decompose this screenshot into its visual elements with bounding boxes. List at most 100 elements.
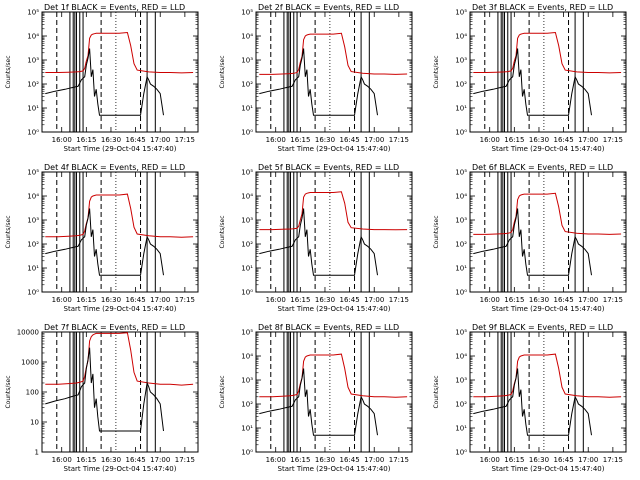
x-axis-label: Start Time (29-Oct-04 15:47:40): [64, 305, 177, 313]
y-tick-label: 100: [26, 389, 39, 397]
x-tick-label: 16:00: [52, 136, 72, 144]
x-tick-label: 17:00: [150, 136, 170, 144]
x-tick-label: 16:00: [480, 296, 500, 304]
y-axis-label: Counts/sec: [5, 55, 12, 88]
plot-marks: [473, 332, 622, 452]
lld-series-line: [45, 193, 194, 238]
y-tick-label: 10³: [455, 377, 467, 385]
x-tick-label: 17:15: [175, 136, 195, 144]
lld-series-line: [259, 353, 408, 398]
chart-panel: Det 8f BLACK = Events, RED = LLD Counts/s…: [219, 323, 413, 473]
y-tick-label: 10²: [27, 241, 39, 249]
y-tick-label: 10³: [27, 57, 39, 65]
y-tick-label: 10⁴: [455, 193, 467, 201]
x-tick-label: 17:00: [578, 296, 598, 304]
x-tick-label: 16:45: [554, 136, 574, 144]
chart-title: Det 5f BLACK = Events, RED = LLD: [258, 163, 399, 172]
events-series-line: [259, 48, 378, 116]
x-tick-label: 16:30: [529, 296, 549, 304]
x-tick-label: 16:15: [290, 296, 310, 304]
x-tick-label: 16:00: [480, 456, 500, 464]
y-tick-label: 10¹: [27, 105, 39, 113]
y-tick-label: 10⁵: [241, 169, 253, 177]
y-tick-label: 10²: [241, 241, 253, 249]
events-series-line: [45, 208, 164, 276]
y-tick-label: 10⁰: [241, 289, 253, 297]
lld-series-line: [259, 32, 408, 75]
events-series-line: [473, 48, 592, 116]
y-tick-label: 10²: [455, 81, 467, 89]
x-tick-label: 17:15: [175, 296, 195, 304]
y-axis-label: Counts/sec: [219, 55, 226, 88]
y-tick-label: 10³: [455, 217, 467, 225]
y-tick-label: 10¹: [241, 265, 253, 273]
chart-title: Det 3f BLACK = Events, RED = LLD: [472, 3, 613, 12]
x-tick-label: 16:45: [340, 456, 360, 464]
lld-series-line: [259, 191, 408, 231]
events-series-line: [45, 347, 164, 432]
y-tick-label: 10³: [455, 57, 467, 65]
y-tick-label: 10¹: [241, 425, 253, 433]
x-tick-label: 17:15: [603, 136, 623, 144]
x-tick-label: 17:15: [389, 136, 409, 144]
events-series-line: [473, 368, 592, 436]
x-tick-label: 17:00: [150, 296, 170, 304]
y-tick-label: 10⁴: [241, 193, 253, 201]
x-axis-label: Start Time (29-Oct-04 15:47:40): [278, 305, 391, 313]
y-tick-label: 10⁵: [27, 169, 39, 177]
x-axis-label: Start Time (29-Oct-04 15:47:40): [492, 145, 605, 153]
y-tick-label: 10¹: [27, 265, 39, 273]
plot-marks: [259, 12, 408, 132]
x-tick-label: 16:15: [504, 456, 524, 464]
x-tick-label: 16:30: [529, 456, 549, 464]
y-tick-label: 10⁰: [241, 449, 253, 457]
x-tick-label: 17:15: [389, 456, 409, 464]
chart-title: Det 6f BLACK = Events, RED = LLD: [472, 163, 613, 172]
lld-series-line: [473, 353, 622, 398]
plot-marks: [45, 12, 194, 132]
y-tick-label: 10⁴: [27, 33, 39, 41]
x-axis-label: Start Time (29-Oct-04 15:47:40): [64, 465, 177, 473]
x-tick-label: 16:15: [290, 456, 310, 464]
x-tick-label: 16:00: [266, 296, 286, 304]
lld-series-line: [45, 332, 194, 386]
chart-panel: Det 6f BLACK = Events, RED = LLD Counts/s…: [433, 163, 627, 313]
x-tick-label: 17:15: [389, 296, 409, 304]
plot-frame: [469, 11, 627, 133]
plot-frame: [41, 331, 199, 453]
y-tick-label: 10⁴: [27, 193, 39, 201]
x-tick-label: 16:45: [340, 296, 360, 304]
plot-marks: [473, 172, 622, 292]
y-tick-label: 10²: [27, 81, 39, 89]
plot-frame: [41, 171, 199, 293]
x-tick-label: 16:00: [266, 456, 286, 464]
y-tick-label: 10⁰: [455, 129, 467, 137]
y-tick-label: 10⁵: [241, 329, 253, 337]
x-tick-label: 16:00: [480, 136, 500, 144]
x-tick-label: 16:30: [315, 296, 335, 304]
chart-title: Det 8f BLACK = Events, RED = LLD: [258, 323, 399, 332]
x-axis-label: Start Time (29-Oct-04 15:47:40): [64, 145, 177, 153]
x-axis-label: Start Time (29-Oct-04 15:47:40): [278, 465, 391, 473]
x-tick-label: 17:00: [150, 456, 170, 464]
plot-frame: [469, 331, 627, 453]
x-axis-label: Start Time (29-Oct-04 15:47:40): [492, 305, 605, 313]
x-tick-label: 17:00: [364, 296, 384, 304]
events-series-line: [45, 48, 164, 116]
x-tick-label: 16:45: [554, 456, 574, 464]
chart-panel: Det 9f BLACK = Events, RED = LLD Counts/s…: [433, 323, 627, 473]
y-tick-label: 10⁴: [241, 353, 253, 361]
x-tick-label: 17:00: [364, 456, 384, 464]
y-tick-label: 10⁰: [455, 449, 467, 457]
y-tick-label: 10⁵: [241, 9, 253, 17]
x-tick-label: 17:15: [603, 456, 623, 464]
y-tick-label: 10⁵: [455, 9, 467, 17]
x-tick-label: 16:15: [76, 456, 96, 464]
plot-frame: [255, 11, 413, 133]
x-tick-label: 16:30: [315, 136, 335, 144]
y-tick-label: 10000: [17, 329, 39, 337]
events-series-line: [259, 368, 378, 436]
y-tick-label: 10²: [455, 241, 467, 249]
y-axis-label: Counts/sec: [5, 215, 12, 248]
